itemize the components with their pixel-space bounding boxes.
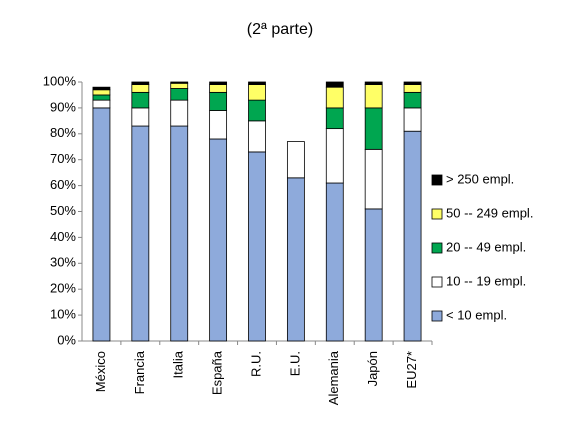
bar-segment [364,81,383,85]
bar-segment [209,138,228,342]
bar-segment [209,110,228,140]
legend-swatch [431,208,443,220]
bar-segment [286,177,305,342]
bar-segment [92,107,111,342]
bar-segment [248,151,266,342]
bar-segment [209,81,228,85]
legend-label: > 250 empl. [446,171,514,186]
x-tick-label: R.U. [248,351,263,377]
bar-segment [170,81,189,84]
y-tick-label: 100% [43,73,77,88]
bar-segment [131,125,150,342]
bar-segment [209,84,228,93]
legend-swatch [431,242,443,254]
bar-segment [131,107,150,127]
legend-label: 10 -- 19 empl. [446,273,526,288]
bar-segment [403,84,422,93]
x-tick-label: España [210,350,225,395]
x-tick-label: México [93,351,108,392]
x-tick-label: Italia [171,350,186,378]
bar-segment [403,107,422,132]
bar-segment [248,81,266,85]
y-tick-label: 30% [50,255,76,270]
bar-segment [92,94,111,101]
y-tick-label: 50% [50,203,76,218]
bar-segment [403,130,422,342]
y-tick-label: 10% [50,307,76,322]
bar-segment [170,88,189,101]
bar-segment [92,89,111,96]
legend-swatch [431,310,443,322]
y-tick-label: 20% [50,281,76,296]
bar-segment [325,128,344,184]
bar-segment [248,120,266,153]
bar-segment [170,125,189,342]
bar-segment [131,91,150,109]
bar-segment [286,141,305,179]
bar-segment [248,99,266,122]
x-tick-label: Francia [132,350,147,394]
bar-segment [325,81,344,88]
bar-segment [131,81,150,85]
x-tick-label: EU27* [404,351,419,389]
bar-segment [92,99,111,109]
y-tick-label: 0% [57,332,76,347]
y-tick-label: 70% [50,151,76,166]
legend-swatch [431,276,443,288]
y-tick-label: 60% [50,177,76,192]
bar-segment [325,107,344,130]
legend-label: 50 -- 249 empl. [446,205,533,220]
bar-segment [209,91,228,111]
bar-segment [170,99,189,127]
chart-title: (2ª parte) [247,21,313,38]
x-tick-label: Japón [365,351,380,386]
y-tick-label: 80% [50,125,76,140]
bar-segment [248,84,266,101]
x-tick-label: E.U. [287,351,302,376]
bar-segment [325,182,344,342]
bar-segment [131,84,150,93]
bar-segment [403,81,422,85]
bar-segment [364,107,383,150]
legend-label: 20 -- 49 empl. [446,239,526,254]
y-tick-label: 40% [50,229,76,244]
y-tick-label: 90% [50,99,76,114]
bar-segment [92,86,111,91]
bar-segment [364,84,383,109]
bar-segment [364,208,383,342]
legend-swatch [431,174,443,186]
bar-segment [325,86,344,109]
x-tick-label: Alemania [326,350,341,405]
bar-segment [170,82,189,89]
bar-segment [403,91,422,109]
legend-label: < 10 empl. [446,307,507,322]
bar-segment [364,148,383,210]
